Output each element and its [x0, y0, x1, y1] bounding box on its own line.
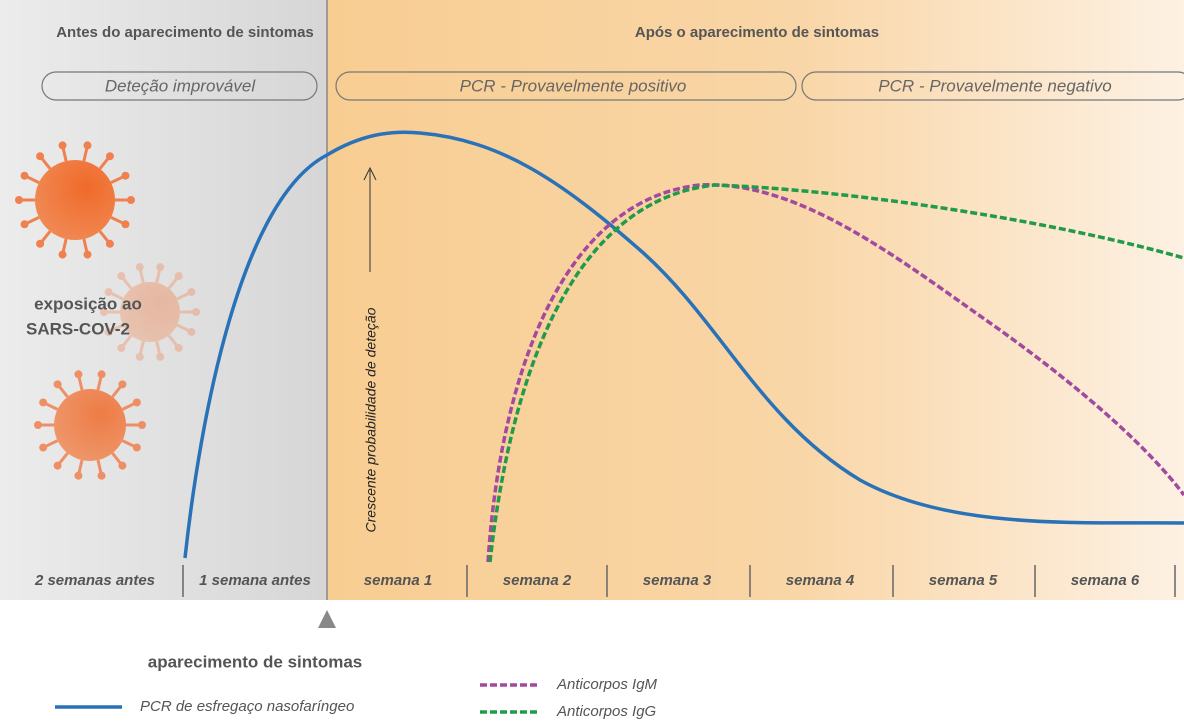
virus-spike-tip: [34, 421, 42, 429]
week-label: semana 6: [1071, 572, 1140, 589]
virus-spike-tip: [105, 239, 114, 248]
virus-spike-tip: [58, 250, 67, 259]
virus-spike-tip: [97, 471, 106, 480]
onset-marker: [318, 610, 336, 628]
week-label: 2 semanas antes: [34, 572, 155, 589]
virus-spike-tip: [187, 327, 196, 336]
virus-spike-tip: [118, 461, 127, 470]
virus-spike-tip: [192, 308, 200, 316]
virus-spike-tip: [83, 250, 92, 259]
virus-spike-tip: [135, 352, 144, 361]
legend-label: Anticorpos IgM: [556, 676, 658, 693]
virus-spike-tip: [39, 398, 48, 407]
virus: [34, 370, 146, 480]
virus-spike-tip: [174, 272, 183, 281]
phase-pill: [41, 71, 318, 101]
axis-label: Crescente probabilidade de deteção: [363, 307, 379, 532]
onset-label: aparecimento de sintomas: [148, 652, 362, 671]
virus-spike-tip: [20, 220, 29, 229]
virus-spike-tip: [138, 421, 146, 429]
virus-body: [35, 160, 115, 240]
virus-spike-tip: [74, 471, 83, 480]
virus-spike-tip: [36, 152, 45, 161]
virus-spike: [120, 334, 133, 349]
virus-spike-tip: [53, 380, 62, 389]
virus-spike-tip: [156, 263, 165, 272]
virus-spike-tip: [187, 288, 196, 297]
virus-spike-tip: [100, 308, 108, 316]
virus-body: [120, 282, 180, 342]
virus-spike-tip: [117, 272, 126, 281]
week-label: semana 2: [503, 572, 572, 589]
virus-spike-tip: [121, 171, 130, 180]
virus-spike-tip: [97, 370, 106, 379]
virus-spike-tip: [121, 220, 130, 229]
week-label: semana 1: [364, 572, 432, 589]
phase-pill: [801, 71, 1184, 101]
virus-spike-tip: [104, 327, 113, 336]
virus-spike-tip: [132, 398, 141, 407]
header-after: Após o aparecimento de sintomas: [635, 24, 879, 41]
virus-spike-tip: [39, 443, 48, 452]
igg-curve: [488, 183, 1184, 563]
virus-spike-tip: [135, 263, 144, 272]
week-label: 1 semana antes: [199, 572, 311, 589]
virus-spike-tip: [104, 288, 113, 297]
virus-spike-tip: [174, 343, 183, 352]
virus-spike-tip: [58, 141, 67, 150]
virus-spike-tip: [20, 171, 29, 180]
week-label: semana 5: [929, 572, 998, 589]
week-label: semana 4: [786, 572, 855, 589]
virus-spike-tip: [15, 196, 23, 204]
virus-spike: [107, 290, 124, 301]
virus-spike-tip: [74, 370, 83, 379]
phase-pill: [335, 71, 797, 101]
virus-spike-tip: [117, 343, 126, 352]
virus-spike: [176, 290, 193, 301]
virus: [15, 141, 135, 259]
virus-spike: [138, 266, 145, 284]
phase-label: Deteção improvável: [105, 76, 256, 95]
virus-spike-tip: [132, 443, 141, 452]
virus-spike: [107, 323, 124, 334]
virus-spike: [167, 334, 180, 349]
virus-spike: [176, 323, 193, 334]
igm-curve: [486, 183, 1184, 563]
virus-spike-tip: [83, 141, 92, 150]
phase-label: PCR - Provavelmente negativo: [878, 76, 1111, 95]
exposure-label: SARS-COV-2: [26, 319, 130, 338]
virus-spike: [120, 275, 133, 290]
virus-spike: [155, 340, 162, 358]
virus-spike-tip: [36, 239, 45, 248]
virus-spike: [138, 340, 145, 358]
virus-spike-tip: [105, 152, 114, 161]
virus-spike: [155, 266, 162, 284]
virus: [100, 263, 200, 361]
pcr-curve: [183, 130, 1184, 559]
legend-label: PCR de esfregaço nasofaríngeo: [140, 698, 354, 715]
virus-spike-tip: [118, 380, 127, 389]
legend-label: Anticorpos IgG: [556, 703, 657, 720]
virus-spike: [167, 275, 180, 290]
phase-label: PCR - Provavelmente positivo: [460, 76, 687, 95]
virus-spike-tip: [127, 196, 135, 204]
week-strip: 2 semanas antes 1 semana antes semana 1 sem…: [34, 565, 1176, 597]
virus-spike-tip: [156, 352, 165, 361]
week-label: semana 3: [643, 572, 712, 589]
header-before: Antes do aparecimento de sintomas: [56, 24, 314, 41]
virus-spike-tip: [53, 461, 62, 470]
virus-icons: [15, 141, 200, 480]
axis-arrow-head: [363, 166, 377, 181]
exposure-label: exposição ao: [34, 294, 142, 313]
virus-body: [54, 389, 126, 461]
